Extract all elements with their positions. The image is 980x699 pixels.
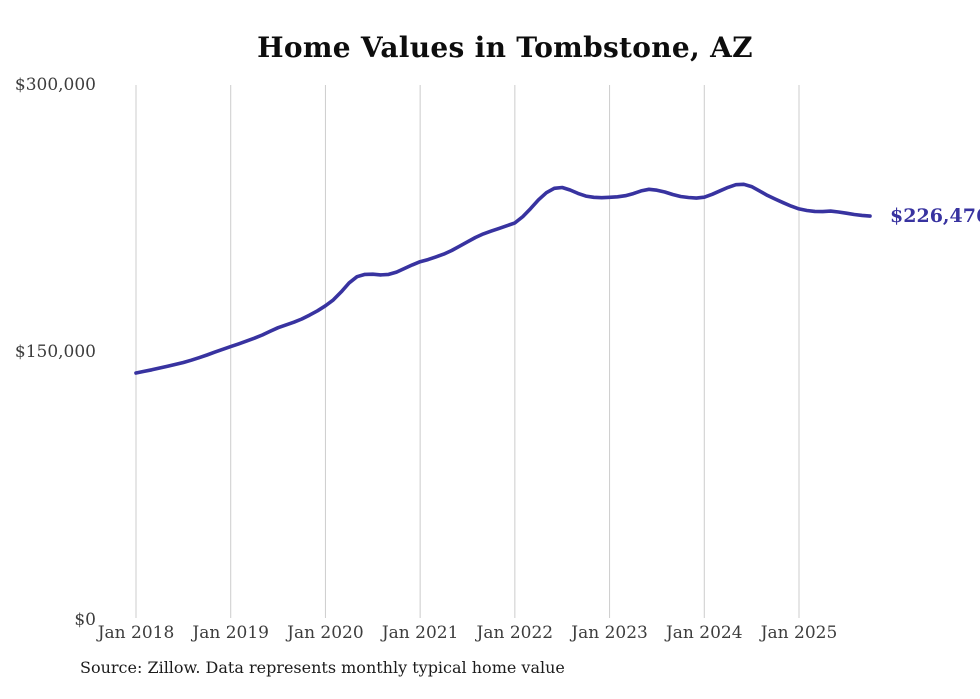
home-value-line (134, 182, 872, 375)
x-axis-tick-label: Jan 2019 (192, 623, 269, 643)
x-axis-tick-label: Jan 2023 (571, 623, 648, 643)
x-axis-tick-label: Jan 2021 (381, 623, 459, 643)
y-axis-tick-label: $0 (74, 609, 96, 630)
latest-value-label: $226,476 (890, 205, 980, 228)
x-axis-tick-label: Jan 2018 (97, 623, 175, 643)
source-note: Source: Zillow. Data represents monthly … (80, 658, 565, 677)
y-axis-tick-label: $150,000 (14, 342, 96, 362)
x-axis-tick-label: Jan 2025 (760, 623, 838, 643)
x-axis-tick-label: Jan 2024 (665, 623, 743, 643)
x-axis-tick-label: Jan 2022 (476, 623, 554, 643)
chart-title: Home Values in Tombstone, AZ (257, 31, 753, 64)
x-axis-tick-label: Jan 2020 (287, 623, 364, 643)
y-axis-tick-label: $300,000 (14, 74, 96, 95)
